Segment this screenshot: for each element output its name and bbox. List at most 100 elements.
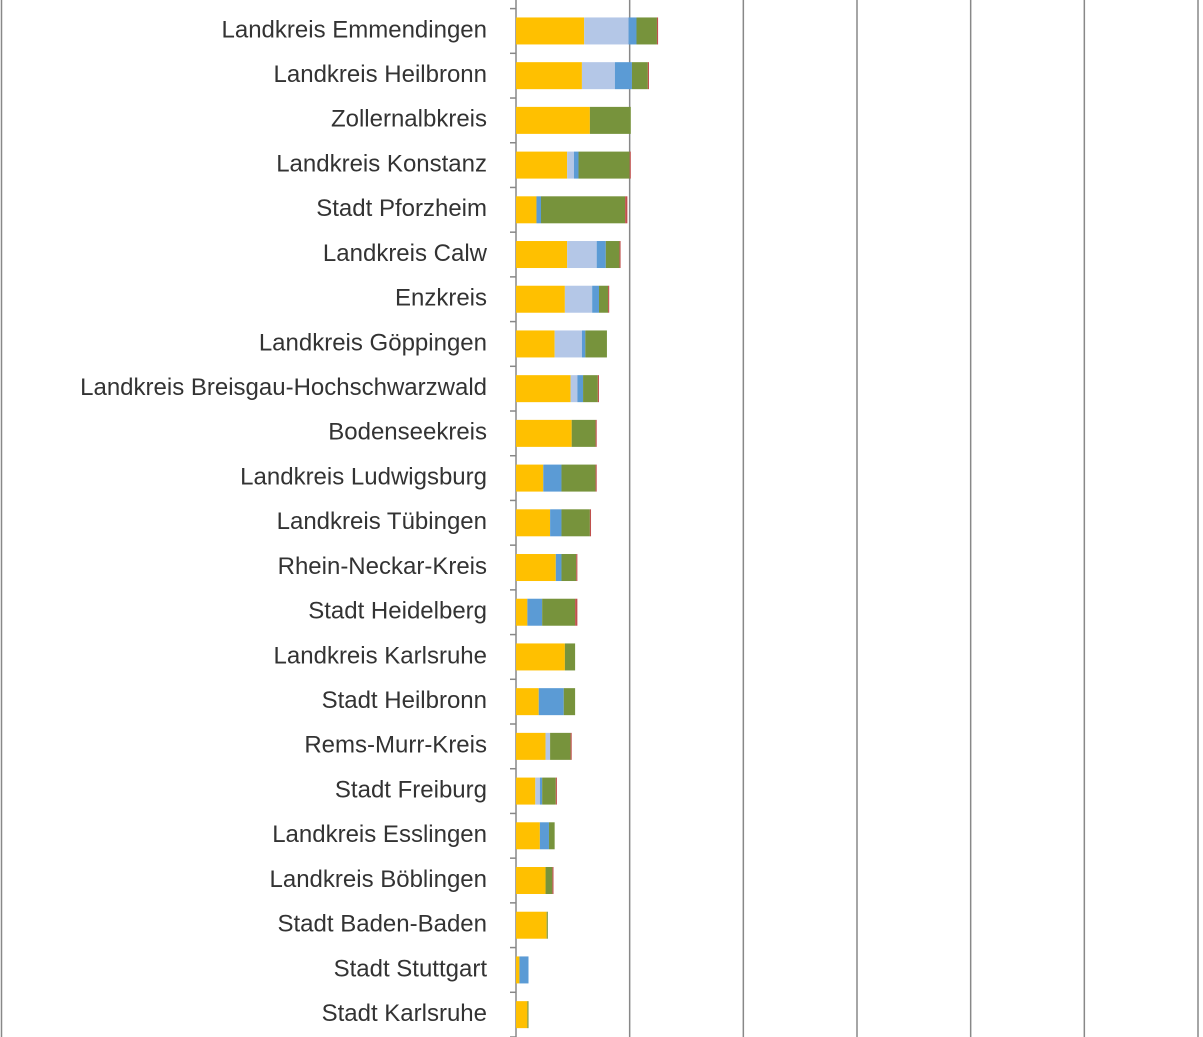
bar-segment (631, 62, 648, 90)
bar-segment (527, 598, 543, 626)
bar-segment (535, 777, 540, 805)
bar-segment (619, 241, 621, 269)
bar-segment (561, 509, 590, 537)
bar-segment (550, 732, 571, 760)
bar-segment (516, 196, 537, 224)
y-tick-label: Stadt Heidelberg (308, 598, 487, 625)
bar-segment (584, 17, 629, 45)
y-tick-label: Landkreis Heilbronn (274, 61, 487, 88)
bar-segment (516, 598, 528, 626)
bar-segment (564, 285, 593, 313)
bar-segment (614, 62, 632, 90)
y-tick-label: Landkreis Tübingen (277, 508, 487, 535)
bar-segment (564, 643, 576, 671)
y-tick-label: Landkreis Ludwigsburg (240, 463, 487, 490)
bar-segment (598, 285, 609, 313)
bar-segment (516, 688, 539, 716)
bar-segment (567, 151, 574, 179)
bar-segment (516, 419, 572, 447)
bar-segment (516, 777, 536, 805)
bar-segment (581, 62, 615, 90)
bar-segment (539, 777, 543, 805)
bar-segment (629, 151, 631, 179)
bar-segment (516, 509, 551, 537)
bar-segment (597, 375, 599, 403)
bar-segment (519, 956, 529, 984)
bar-segment (656, 17, 659, 45)
bar-segment (516, 867, 546, 895)
y-tick-label: Landkreis Calw (323, 240, 488, 267)
bar-segment (605, 241, 620, 269)
bar-segment (592, 285, 599, 313)
bar-segment (516, 375, 571, 403)
bar-segment (575, 598, 578, 626)
bar-segment (550, 509, 562, 537)
y-tick-label: Landkreis Esslingen (272, 821, 487, 848)
bar-segment (543, 464, 562, 492)
bar-segment (538, 688, 564, 716)
bar-segment (516, 911, 547, 939)
bar-segment (516, 643, 565, 671)
bar-segment (576, 554, 578, 582)
bar-segment (516, 285, 565, 313)
y-tick-label: Landkreis Konstanz (276, 150, 487, 177)
bar-segment (546, 911, 548, 939)
y-tick-label: Landkreis Böblingen (270, 866, 488, 893)
y-tick-label: Stadt Freiburg (335, 776, 487, 803)
bar-segment (516, 1001, 528, 1029)
bar-segment (516, 17, 585, 45)
bar-segment (589, 106, 631, 134)
y-tick-label: Stadt Pforzheim (316, 195, 487, 222)
bar-segment (516, 151, 568, 179)
bar-segment (628, 17, 637, 45)
bar-segment (516, 241, 568, 269)
bar-segment (516, 464, 544, 492)
bar-segment (516, 330, 555, 358)
bar-segment (516, 956, 520, 984)
bar-segment (545, 732, 551, 760)
bar-segment (516, 732, 546, 760)
y-tick-label: Enzkreis (395, 285, 487, 312)
bar-segment (527, 1001, 529, 1029)
bar-segment (516, 62, 582, 90)
bar-segment (570, 375, 578, 403)
bar-segment (567, 241, 597, 269)
y-tick-label: Landkreis Breisgau-Hochschwarzwald (80, 374, 487, 401)
y-tick-label: Stadt Baden-Baden (278, 911, 488, 938)
bar-segment (516, 822, 540, 850)
bar-segment (570, 732, 572, 760)
y-tick-label: Landkreis Emmendingen (222, 16, 488, 43)
bar-segment (545, 867, 553, 895)
bar-segment (596, 241, 606, 269)
bar-segment (536, 196, 542, 224)
bar-segment (647, 62, 649, 90)
bar-segment (554, 330, 582, 358)
bar-segment (552, 867, 554, 895)
bar-segment (548, 822, 555, 850)
bar-segment (541, 196, 626, 224)
bar-segment (581, 330, 586, 358)
y-tick-label: Zollernalbkreis (331, 106, 487, 133)
bar-segment (542, 598, 576, 626)
bar-segment (555, 554, 562, 582)
bar-segment (563, 688, 576, 716)
bar-segment (578, 151, 630, 179)
bar-segment (539, 822, 549, 850)
bar-segment (542, 777, 556, 805)
y-tick-label: Stadt Heilbronn (322, 687, 487, 714)
bar-segment (583, 375, 598, 403)
bar-segment (571, 419, 596, 447)
y-tick-label: Rhein-Neckar-Kreis (278, 553, 487, 580)
bar-segment (561, 464, 596, 492)
y-tick-label: Landkreis Göppingen (259, 329, 487, 356)
y-tick-label: Stadt Stuttgart (334, 955, 488, 982)
bar-segment (636, 17, 657, 45)
y-tick-label: Landkreis Karlsruhe (274, 642, 487, 669)
bar-segment (608, 285, 610, 313)
bar-segment (516, 554, 556, 582)
bar-segment (585, 330, 607, 358)
y-tick-label: Stadt Karlsruhe (322, 1000, 487, 1027)
bar-segment (625, 196, 628, 224)
y-tick-label: Rems-Murr-Kreis (304, 732, 487, 759)
